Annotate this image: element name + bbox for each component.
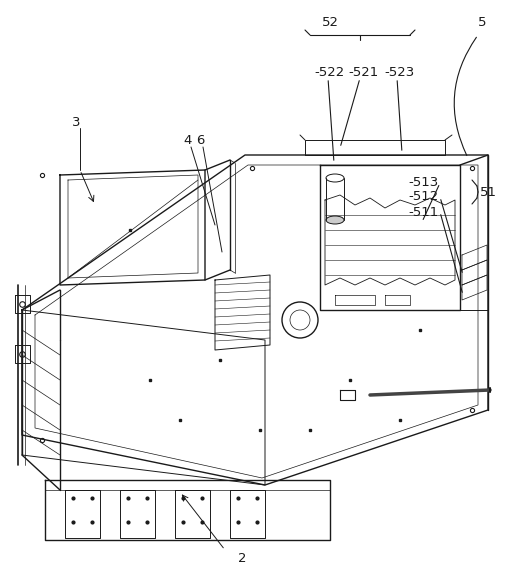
Text: -521: -521 <box>348 67 378 79</box>
Text: 51: 51 <box>480 185 497 199</box>
Text: 3: 3 <box>72 115 80 129</box>
Text: 4: 4 <box>183 134 191 146</box>
Ellipse shape <box>326 216 344 224</box>
Text: 5: 5 <box>478 16 486 28</box>
Text: 52: 52 <box>322 16 338 28</box>
Text: -512: -512 <box>408 190 438 203</box>
Text: -522: -522 <box>314 67 344 79</box>
Text: -523: -523 <box>384 67 414 79</box>
Text: -511: -511 <box>408 206 438 218</box>
Text: -513: -513 <box>408 177 438 189</box>
Text: 6: 6 <box>196 134 205 146</box>
Text: 2: 2 <box>238 552 246 565</box>
